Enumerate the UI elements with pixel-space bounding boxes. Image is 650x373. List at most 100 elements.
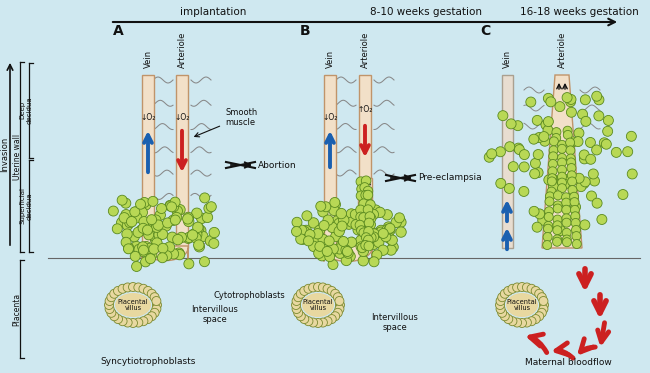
Circle shape	[313, 282, 322, 292]
Circle shape	[149, 244, 159, 254]
Circle shape	[500, 289, 510, 298]
Circle shape	[318, 283, 328, 292]
Circle shape	[123, 283, 132, 292]
Circle shape	[172, 206, 183, 216]
Text: B: B	[300, 24, 311, 38]
Circle shape	[148, 289, 156, 298]
Circle shape	[495, 147, 506, 157]
Circle shape	[539, 304, 548, 313]
Circle shape	[150, 293, 159, 302]
Circle shape	[558, 165, 567, 174]
Circle shape	[623, 147, 632, 157]
Circle shape	[142, 225, 153, 235]
Circle shape	[487, 149, 497, 159]
Polygon shape	[323, 246, 372, 261]
Text: Uterine wall: Uterine wall	[12, 134, 21, 180]
Circle shape	[200, 257, 209, 267]
Circle shape	[498, 293, 507, 302]
Circle shape	[580, 177, 590, 187]
Circle shape	[124, 243, 134, 253]
Circle shape	[513, 121, 523, 131]
Circle shape	[571, 202, 580, 212]
Circle shape	[138, 223, 148, 233]
Polygon shape	[115, 293, 151, 317]
Circle shape	[158, 243, 168, 253]
Circle shape	[168, 215, 179, 225]
Circle shape	[296, 234, 306, 244]
Circle shape	[378, 245, 388, 256]
Circle shape	[361, 228, 371, 238]
Circle shape	[543, 241, 552, 250]
Circle shape	[316, 201, 326, 211]
Circle shape	[356, 177, 366, 186]
Circle shape	[310, 232, 320, 243]
Circle shape	[305, 230, 315, 239]
Circle shape	[337, 221, 347, 231]
Circle shape	[361, 176, 371, 185]
Circle shape	[192, 222, 203, 232]
Circle shape	[578, 109, 588, 119]
Circle shape	[571, 212, 580, 221]
Circle shape	[376, 227, 386, 238]
Circle shape	[358, 256, 369, 266]
Circle shape	[365, 219, 376, 230]
Polygon shape	[142, 246, 188, 261]
Circle shape	[395, 213, 404, 223]
Circle shape	[127, 216, 137, 227]
Circle shape	[523, 283, 532, 292]
Circle shape	[396, 227, 406, 237]
Circle shape	[124, 244, 133, 254]
Circle shape	[498, 111, 508, 121]
Circle shape	[350, 209, 360, 219]
Circle shape	[484, 152, 494, 162]
Circle shape	[346, 237, 357, 247]
Circle shape	[298, 234, 308, 244]
Circle shape	[356, 205, 365, 214]
Circle shape	[112, 224, 122, 234]
Circle shape	[362, 204, 372, 214]
Circle shape	[148, 230, 158, 241]
Text: Arteriole: Arteriole	[177, 32, 187, 68]
Circle shape	[369, 232, 379, 242]
Circle shape	[552, 237, 562, 246]
Circle shape	[544, 175, 554, 185]
Circle shape	[300, 286, 309, 295]
Text: Intervillous
space: Intervillous space	[372, 313, 419, 332]
Circle shape	[296, 312, 306, 321]
Circle shape	[364, 241, 374, 251]
Text: implantation: implantation	[180, 7, 246, 17]
Circle shape	[385, 225, 395, 235]
Circle shape	[165, 200, 175, 210]
Bar	[176, 75, 188, 248]
Circle shape	[543, 117, 553, 126]
Circle shape	[301, 225, 311, 236]
Text: Maternal bloodflow: Maternal bloodflow	[525, 358, 612, 367]
Circle shape	[331, 312, 340, 321]
Circle shape	[155, 210, 166, 220]
Circle shape	[105, 301, 114, 310]
Circle shape	[191, 233, 202, 243]
Polygon shape	[506, 293, 538, 317]
Circle shape	[333, 308, 343, 317]
Circle shape	[535, 209, 545, 219]
Circle shape	[496, 297, 505, 305]
Circle shape	[495, 301, 504, 310]
Circle shape	[313, 229, 323, 239]
Circle shape	[192, 229, 202, 240]
Circle shape	[333, 293, 343, 302]
Circle shape	[109, 206, 118, 216]
Circle shape	[358, 243, 367, 253]
Circle shape	[148, 197, 158, 206]
Circle shape	[317, 251, 327, 261]
Circle shape	[370, 205, 381, 215]
Circle shape	[151, 235, 161, 245]
Circle shape	[571, 219, 580, 228]
Circle shape	[122, 229, 132, 239]
Circle shape	[209, 228, 220, 238]
Circle shape	[377, 231, 387, 241]
Circle shape	[361, 190, 370, 200]
Circle shape	[560, 179, 569, 189]
Circle shape	[553, 226, 562, 235]
Circle shape	[548, 167, 557, 176]
Circle shape	[384, 233, 395, 244]
